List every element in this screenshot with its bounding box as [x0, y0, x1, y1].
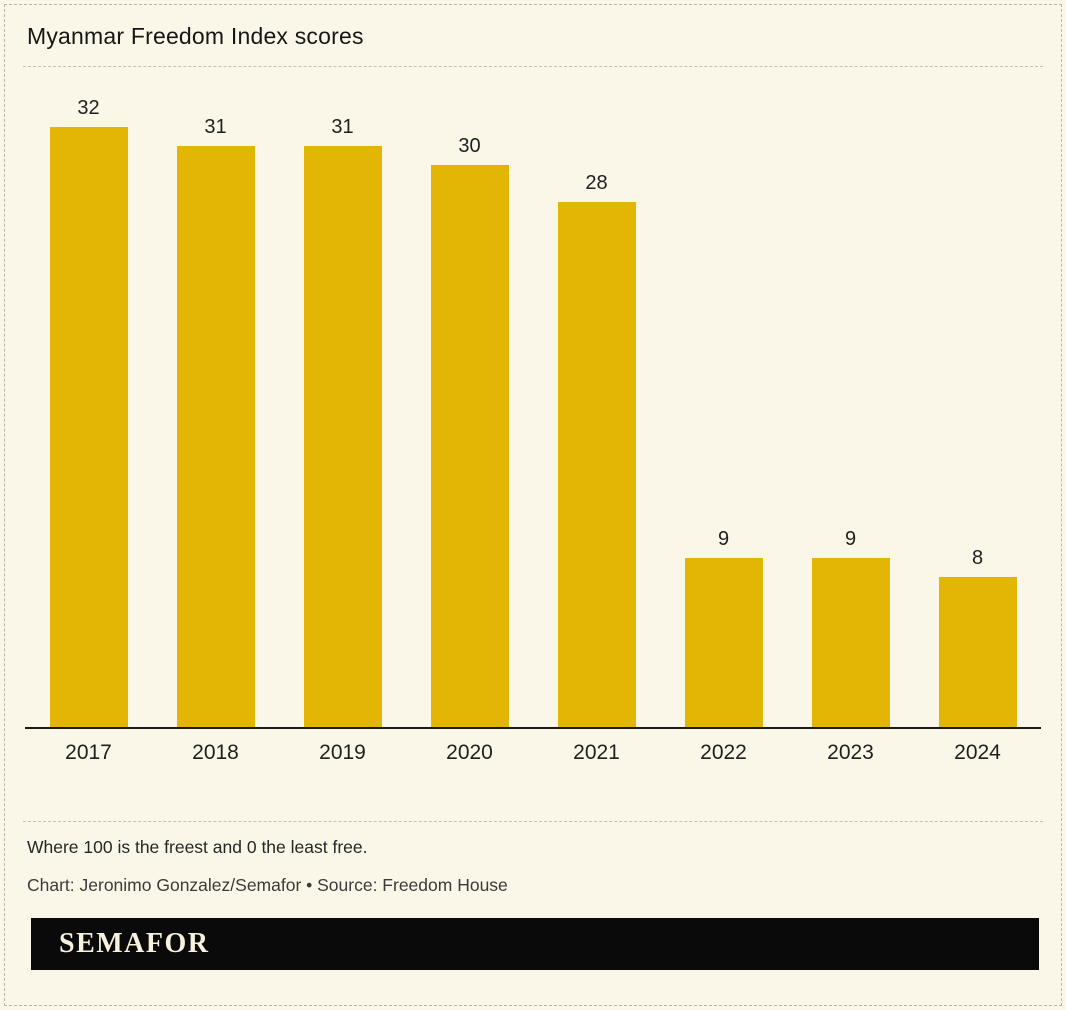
- bar-value-label: 8: [971, 547, 984, 569]
- bar: [430, 164, 509, 727]
- bar: [811, 558, 890, 727]
- bar-group: 8: [914, 67, 1041, 727]
- x-tick-label: 2023: [827, 741, 874, 764]
- bar-group: 32: [25, 67, 152, 727]
- credit-line: Chart: Jeronimo Gonzalez/Semafor • Sourc…: [27, 875, 508, 895]
- bar: [303, 145, 382, 727]
- bar-group: 9: [660, 67, 787, 727]
- bar-group: 28: [533, 67, 660, 727]
- bar-group: 30: [406, 67, 533, 727]
- x-tick-label: 2021: [573, 741, 620, 764]
- bar: [938, 577, 1017, 727]
- bar: [684, 558, 763, 727]
- x-tick-label: 2024: [954, 741, 1001, 764]
- x-tick-label: 2017: [65, 741, 112, 764]
- top-divider: [23, 66, 1043, 67]
- footnote: Where 100 is the freest and 0 the least …: [27, 837, 368, 857]
- semafor-logo: SEMAFOR: [59, 928, 210, 959]
- bottom-divider: [23, 821, 1043, 822]
- bar-value-label: 31: [204, 115, 227, 138]
- x-tick-label: 2018: [192, 741, 239, 764]
- bar-value-label: 30: [458, 134, 481, 157]
- bars-row: 32 31 31 30 28 9 9 8: [25, 67, 1041, 727]
- bar-group: 31: [279, 67, 406, 727]
- bar-value-label: 9: [844, 528, 857, 551]
- bar: [176, 145, 255, 727]
- chart-title: Myanmar Freedom Index scores: [27, 23, 364, 49]
- bar-value-label: 31: [331, 115, 354, 138]
- bar-value-label: 32: [77, 97, 100, 119]
- bar-value-label: 9: [717, 528, 730, 551]
- bar: [49, 127, 128, 727]
- x-tick-label: 2022: [700, 741, 747, 764]
- x-tick-label: 2020: [446, 741, 493, 764]
- x-tick-label: 2019: [319, 741, 366, 764]
- x-axis-labels: 2017 2018 2019 2020 2021 2022 2023 2024: [25, 727, 1041, 765]
- bar-group: 31: [152, 67, 279, 727]
- bar-value-label: 28: [585, 172, 608, 194]
- chart-card: Myanmar Freedom Index scores 32 31 31 30 28 9…: [4, 4, 1062, 1006]
- bar: [557, 202, 636, 727]
- bar-group: 9: [787, 67, 914, 727]
- brand-banner: SEMAFOR: [31, 918, 1039, 970]
